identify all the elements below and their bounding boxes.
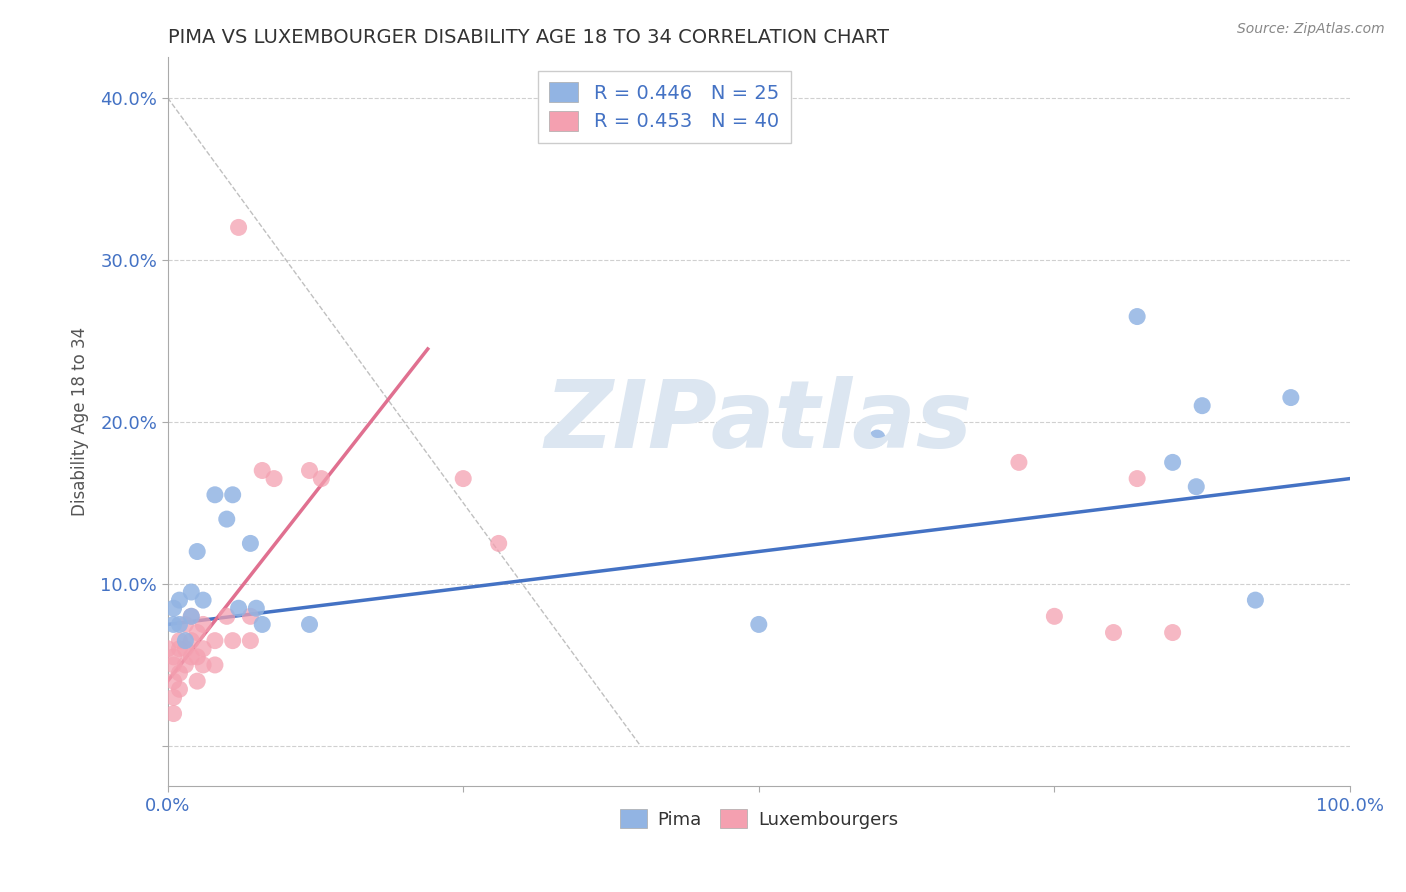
- Point: [451, 472, 474, 486]
- Point: [180, 609, 202, 624]
- Point: [252, 617, 274, 632]
- Point: [186, 544, 208, 558]
- Point: [191, 593, 214, 607]
- Point: [311, 472, 333, 486]
- Point: [191, 657, 214, 672]
- Point: [180, 585, 202, 599]
- Point: [169, 633, 191, 648]
- Point: [180, 633, 202, 648]
- Point: [162, 657, 184, 672]
- Legend: Pima, Luxembourgers: Pima, Luxembourgers: [613, 802, 905, 836]
- Point: [186, 625, 208, 640]
- Point: [162, 649, 184, 664]
- Point: [174, 657, 197, 672]
- Text: PIMA VS LUXEMBOURGER DISABILITY AGE 18 TO 34 CORRELATION CHART: PIMA VS LUXEMBOURGER DISABILITY AGE 18 T…: [167, 29, 889, 47]
- Point: [162, 674, 184, 689]
- Point: [186, 674, 208, 689]
- Point: [191, 641, 214, 656]
- Point: [1126, 472, 1149, 486]
- Point: [174, 641, 197, 656]
- Point: [228, 601, 250, 615]
- Y-axis label: Disability Age 18 to 34: Disability Age 18 to 34: [72, 327, 89, 516]
- Point: [162, 690, 184, 705]
- Point: [866, 431, 889, 445]
- Point: [162, 601, 184, 615]
- Point: [239, 633, 262, 648]
- Point: [221, 633, 243, 648]
- Point: [228, 220, 250, 235]
- Point: [1191, 399, 1213, 413]
- Point: [180, 649, 202, 664]
- Point: [1161, 625, 1184, 640]
- Point: [1185, 480, 1208, 494]
- Point: [1043, 609, 1066, 624]
- Point: [180, 609, 202, 624]
- Point: [156, 641, 179, 656]
- Point: [169, 593, 191, 607]
- Point: [169, 666, 191, 681]
- Text: Source: ZipAtlas.com: Source: ZipAtlas.com: [1237, 22, 1385, 37]
- Point: [174, 617, 197, 632]
- Point: [162, 617, 184, 632]
- Point: [204, 488, 226, 502]
- Point: [162, 706, 184, 721]
- Point: [298, 463, 321, 477]
- Point: [215, 512, 238, 526]
- Point: [252, 463, 274, 477]
- Point: [204, 633, 226, 648]
- Point: [239, 536, 262, 550]
- Point: [245, 601, 267, 615]
- Point: [1008, 455, 1031, 469]
- Text: ZIPatlas: ZIPatlas: [544, 376, 973, 468]
- Point: [186, 649, 208, 664]
- Point: [1244, 593, 1267, 607]
- Point: [1161, 455, 1184, 469]
- Point: [1126, 310, 1149, 324]
- Point: [748, 617, 770, 632]
- Point: [298, 617, 321, 632]
- Point: [239, 609, 262, 624]
- Point: [169, 682, 191, 697]
- Point: [169, 617, 191, 632]
- Point: [169, 641, 191, 656]
- Point: [191, 617, 214, 632]
- Point: [215, 609, 238, 624]
- Point: [204, 657, 226, 672]
- Point: [221, 488, 243, 502]
- Point: [488, 536, 510, 550]
- Point: [1279, 391, 1302, 405]
- Point: [174, 633, 197, 648]
- Point: [263, 472, 285, 486]
- Point: [1102, 625, 1125, 640]
